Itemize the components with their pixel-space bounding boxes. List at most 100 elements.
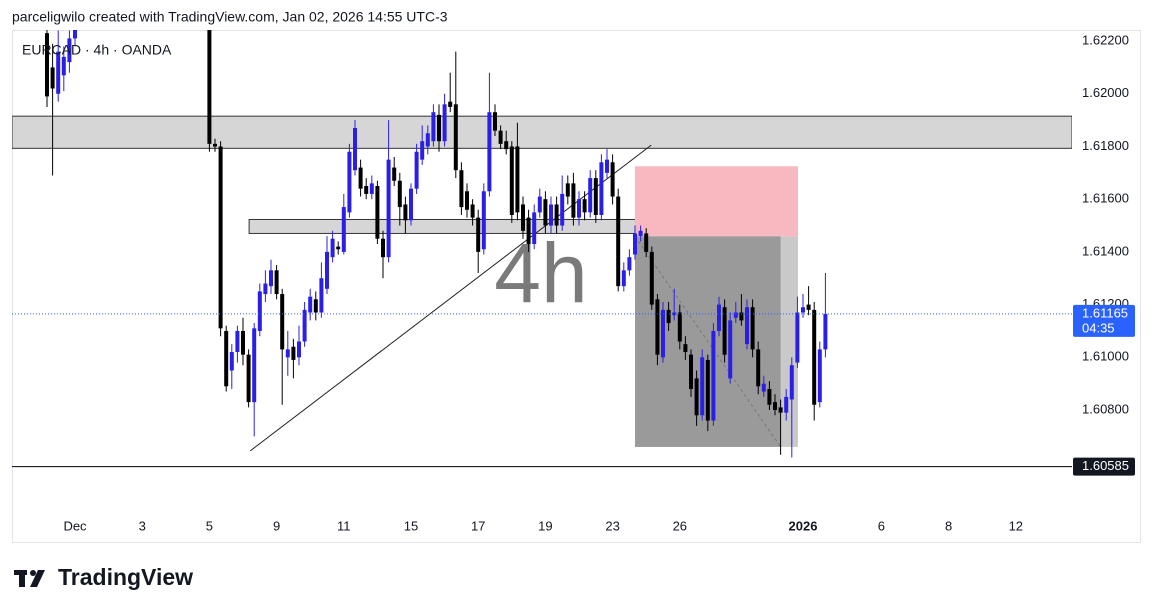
x-tick-label: 23 <box>605 518 619 533</box>
x-tick-label: 15 <box>404 518 418 533</box>
candle-body <box>666 309 671 324</box>
candle-body <box>577 199 581 218</box>
candle-body <box>509 146 514 215</box>
y-tick-label: 1.61000 <box>1082 349 1129 364</box>
candle-body <box>784 396 789 413</box>
candle-body <box>403 204 408 221</box>
candle-body <box>745 307 749 345</box>
candle-body <box>336 246 341 250</box>
y-tick-label: 1.61800 <box>1082 138 1129 153</box>
candle-body <box>789 365 794 400</box>
candle-body <box>761 383 766 392</box>
x-tick-label: 5 <box>206 518 213 533</box>
candle-body <box>621 270 626 287</box>
position-path <box>634 236 782 448</box>
x-tick-label: 11 <box>337 518 351 533</box>
countdown: 04:35 <box>1082 320 1115 335</box>
candle-body <box>437 114 441 142</box>
candle-body <box>823 313 828 350</box>
candle-body <box>425 133 430 147</box>
candle-body <box>537 196 542 213</box>
candle-body <box>549 204 553 226</box>
candle-body <box>717 304 721 331</box>
position-stop <box>635 166 798 237</box>
last-price-box <box>1073 304 1135 337</box>
candle-body <box>661 309 665 358</box>
candle-body <box>302 309 307 342</box>
candle-body <box>291 346 296 360</box>
candle-body <box>235 330 240 353</box>
candle-body <box>73 30 77 39</box>
candle-body <box>728 320 733 379</box>
x-tick-label: 9 <box>273 518 280 533</box>
candle-body <box>599 162 604 215</box>
candle-body <box>705 359 710 421</box>
candle-body <box>241 330 245 355</box>
candle-body <box>521 204 525 231</box>
x-tick-label: 8 <box>945 518 952 533</box>
x-tick-label: 2026 <box>789 518 818 533</box>
candle-body <box>313 299 318 313</box>
candle-body <box>358 167 363 189</box>
last-price-label: 1.61165 <box>1082 305 1128 320</box>
candle-body <box>257 291 262 331</box>
candle-body <box>386 159 391 258</box>
candle-body <box>739 312 744 321</box>
candle-body <box>280 294 285 350</box>
y-tick-label: 1.61600 <box>1082 191 1129 206</box>
header: parceligwilo created with TradingView.co… <box>12 9 448 25</box>
candle-body <box>375 186 380 239</box>
x-tick-label: 17 <box>471 518 485 533</box>
x-tick-label: 26 <box>673 518 687 533</box>
candle-body <box>448 101 453 107</box>
price-axis: 1.622001.620001.618001.616001.614001.612… <box>1073 33 1135 476</box>
brand-logo: TradingView <box>14 564 193 590</box>
y-tick-label: 1.62000 <box>1082 85 1129 100</box>
x-tick-label: Dec <box>63 518 87 533</box>
candle-body <box>459 170 464 208</box>
brand-name: TradingView <box>58 564 193 590</box>
candle-body <box>773 402 777 411</box>
candle-body <box>560 193 565 226</box>
candle-body <box>274 270 279 295</box>
candle-body <box>218 146 223 329</box>
y-tick-label: 1.60800 <box>1082 401 1129 416</box>
candle-body <box>817 349 822 403</box>
candle-body <box>616 196 621 287</box>
candle-body <box>644 233 649 252</box>
candle-body <box>67 38 72 63</box>
x-tick-label: 3 <box>139 518 146 533</box>
candle-body <box>571 183 576 218</box>
candle-body <box>481 191 486 250</box>
y-tick-label: 1.61400 <box>1082 243 1129 258</box>
candle-body <box>442 104 447 142</box>
candle-body <box>554 204 559 226</box>
candle-body <box>269 270 273 287</box>
candle-body <box>795 312 800 363</box>
candle-body <box>297 341 301 358</box>
candle-body <box>409 188 413 221</box>
candle-body <box>672 312 677 316</box>
x-tick-label: 12 <box>1009 518 1023 533</box>
candle-body <box>420 141 425 160</box>
candle-body <box>638 230 643 237</box>
candle-body <box>45 33 49 97</box>
x-tick-label: 19 <box>538 518 552 533</box>
candle-body <box>353 128 357 171</box>
candle-body <box>605 159 609 173</box>
candle-body <box>610 162 615 197</box>
candle-body <box>532 212 537 244</box>
candle-body <box>565 183 570 197</box>
candle-body <box>543 199 548 226</box>
candle-body <box>319 278 324 313</box>
candle-body <box>381 238 385 258</box>
candle-body <box>493 112 497 131</box>
candle-body <box>369 183 374 194</box>
candle-body <box>778 407 783 413</box>
candle-body <box>588 178 593 213</box>
watermark: 4h <box>494 226 587 320</box>
x-tick-label: 6 <box>878 518 885 533</box>
candle-body <box>515 146 520 213</box>
candle-body <box>487 112 492 192</box>
